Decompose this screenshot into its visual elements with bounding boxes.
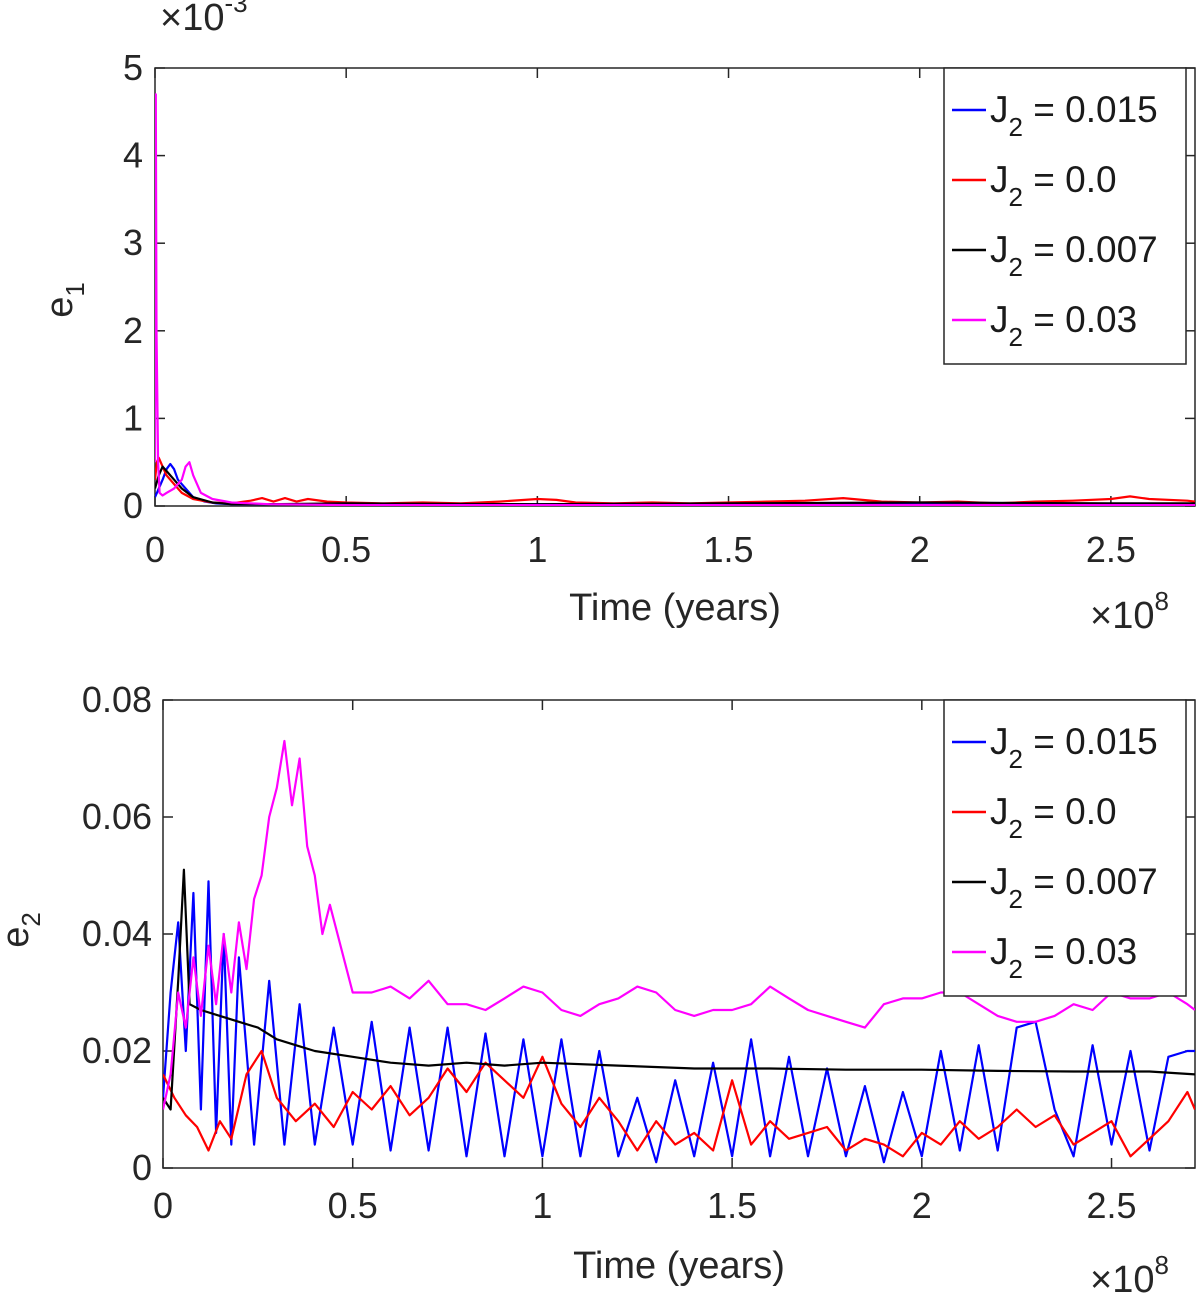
- series-line-1: [163, 1049, 1195, 1158]
- legend-entry-2: J2 = 0.007: [990, 229, 1158, 282]
- legend-sub: 2: [1009, 112, 1023, 142]
- x-exponent-base: ×10: [1090, 595, 1154, 637]
- series-line-3: [155, 93, 1195, 506]
- x-tick-label: 0: [145, 529, 165, 570]
- series-line-2: [163, 868, 1195, 1111]
- y-axis-label-base: e: [0, 927, 37, 948]
- y-tick-label: 0: [123, 485, 143, 526]
- legend-value: = 0.015: [1023, 721, 1158, 762]
- y-exponent-label: ×10-3: [160, 0, 248, 39]
- x-exponent-power: 8: [1154, 586, 1168, 616]
- bottom-panel: 0 0.5 1 1.5 2 2.5 0 0.02 0.04 0.06 0.08 Time (years…: [0, 679, 1196, 1298]
- legend-entry-3: J2 = 0.03: [990, 299, 1137, 352]
- y-tick-label: 2: [123, 310, 143, 351]
- legend-prefix: J: [990, 89, 1009, 130]
- x-tick-label: 1: [527, 529, 547, 570]
- x-exponent-label: ×108: [1090, 586, 1169, 637]
- y-tick-label: 0.06: [82, 796, 152, 837]
- legend-sub: 2: [1009, 322, 1023, 352]
- legend-sub: 2: [1009, 252, 1023, 282]
- series-line-0: [163, 880, 1195, 1164]
- legend-box: [943, 67, 1187, 365]
- x-tick-label: 2.5: [1087, 1185, 1137, 1226]
- x-exponent-power: 8: [1154, 1250, 1168, 1280]
- series-line-2: [155, 465, 1195, 506]
- x-tick-label: 2: [910, 529, 930, 570]
- legend-prefix: J: [990, 931, 1009, 972]
- y-axis-label-sub: 2: [16, 912, 46, 926]
- legend-value: = 0.03: [1023, 299, 1137, 340]
- legend-value: = 0.03: [1023, 931, 1137, 972]
- y-axis-label: e2: [0, 912, 46, 948]
- x-tick-label: 0.5: [328, 1185, 378, 1226]
- y-exponent-base: ×10: [160, 0, 224, 39]
- legend-prefix: J: [990, 861, 1009, 902]
- x-tick-label: 1: [532, 1185, 552, 1226]
- y-tick-label: 5: [123, 47, 143, 88]
- y-tick-label: 4: [123, 135, 143, 176]
- y-tick-label: 0.02: [82, 1030, 152, 1071]
- y-tick-label: 0.08: [82, 679, 152, 720]
- x-exponent-base: ×10: [1090, 1259, 1154, 1298]
- y-axis-label-sub: 1: [60, 282, 90, 296]
- legend-entry-3: J2 = 0.03: [990, 931, 1137, 984]
- legend-sub: 2: [1009, 954, 1023, 984]
- x-tick-label: 2.5: [1086, 529, 1136, 570]
- legend-box: [943, 699, 1187, 997]
- legend-value: = 0.015: [1023, 89, 1158, 130]
- series-line-3: [163, 739, 1195, 1110]
- x-tick-label: 1.5: [707, 1185, 757, 1226]
- legend-value: = 0.007: [1023, 861, 1158, 902]
- legend-entry-0: J2 = 0.015: [990, 89, 1158, 142]
- series-group: [155, 93, 1195, 506]
- legend-sub: 2: [1009, 744, 1023, 774]
- x-tick-label: 1.5: [704, 529, 754, 570]
- y-tick-label: 0.04: [82, 913, 152, 954]
- x-tick-label: 0.5: [321, 529, 371, 570]
- legend-value: = 0.007: [1023, 229, 1158, 270]
- legend-entry-2: J2 = 0.007: [990, 861, 1158, 914]
- y-tick-label: 0: [132, 1147, 152, 1188]
- legend-entry-1: J2 = 0.0: [990, 791, 1117, 844]
- x-tick-label: 0: [153, 1185, 173, 1226]
- y-tick-label: 3: [123, 222, 143, 263]
- series-group: [163, 739, 1195, 1164]
- legend-sub: 2: [1009, 884, 1023, 914]
- legend-sub: 2: [1009, 182, 1023, 212]
- y-axis-label: e1: [39, 282, 90, 318]
- legend-prefix: J: [990, 229, 1009, 270]
- legend-sub: 2: [1009, 814, 1023, 844]
- y-tick-label: 1: [123, 397, 143, 438]
- legend-prefix: J: [990, 159, 1009, 200]
- x-axis-label: Time (years): [573, 1245, 785, 1287]
- legend-entry-0: J2 = 0.015: [990, 721, 1158, 774]
- legend-prefix: J: [990, 299, 1009, 340]
- legend-value: = 0.0: [1023, 159, 1117, 200]
- x-tick-label: 2: [912, 1185, 932, 1226]
- x-exponent-label: ×108: [1090, 1250, 1169, 1298]
- legend-prefix: J: [990, 721, 1009, 762]
- legend-prefix: J: [990, 791, 1009, 832]
- y-axis-label-base: e: [39, 297, 81, 318]
- legend-entry-1: J2 = 0.0: [990, 159, 1117, 212]
- y-exponent-power: -3: [224, 0, 247, 18]
- x-axis-label: Time (years): [569, 587, 781, 629]
- legend-value: = 0.0: [1023, 791, 1117, 832]
